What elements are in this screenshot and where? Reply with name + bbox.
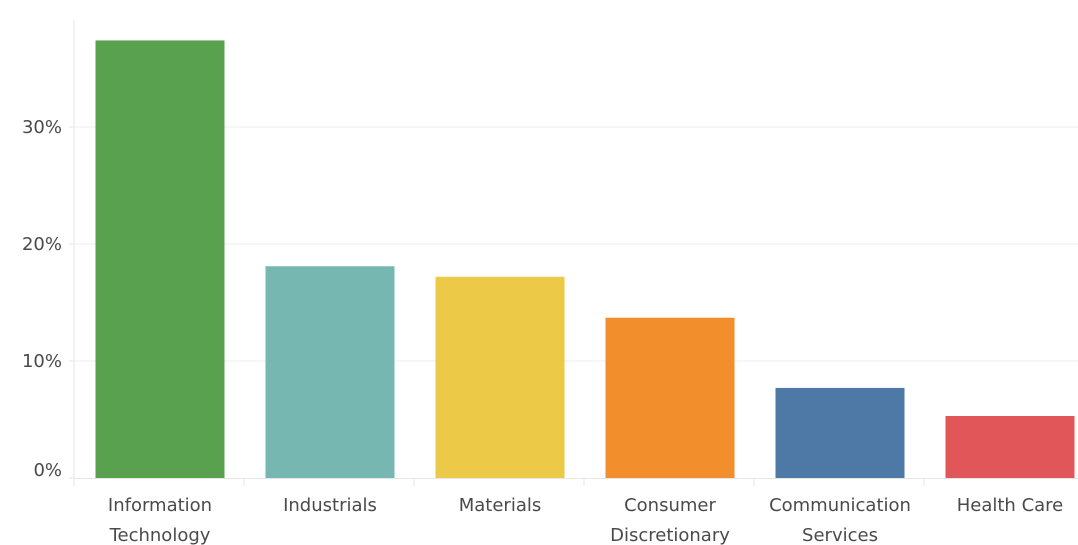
bar[interactable] — [945, 415, 1075, 478]
y-tick-label: 10% — [22, 351, 62, 372]
x-tick-label: Health Care — [957, 495, 1064, 516]
x-tick-label: Services — [802, 525, 878, 545]
bar[interactable] — [435, 276, 565, 478]
x-tick-label: Industrials — [283, 495, 377, 516]
axes — [69, 20, 1078, 486]
y-tick-label: 30% — [22, 117, 62, 138]
x-tick-label: Materials — [459, 495, 542, 516]
y-tick-label: 20% — [22, 234, 62, 255]
labels: 0% 10% 20% 30% Information Technology Industri… — [22, 117, 1063, 545]
x-tick-label: Information — [108, 495, 212, 516]
x-tick-label: Discretionary — [610, 525, 730, 545]
bar[interactable] — [605, 317, 735, 478]
gridlines — [74, 126, 1078, 362]
x-tick-label: Technology — [109, 525, 211, 545]
x-tick-label: Consumer — [624, 495, 716, 516]
bar[interactable] — [775, 387, 905, 478]
bars — [95, 40, 1075, 479]
bar[interactable] — [95, 40, 225, 479]
bar[interactable] — [265, 266, 395, 478]
y-tick-label: 0% — [33, 460, 62, 481]
x-tick-label: Communication — [769, 495, 911, 516]
